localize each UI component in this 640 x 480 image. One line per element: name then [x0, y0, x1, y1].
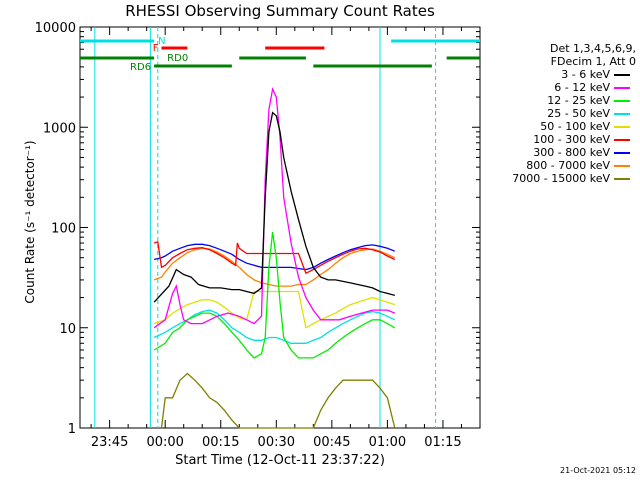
series-line-3-6-kev	[153, 111, 395, 303]
x-tick-label: 00:15	[202, 435, 239, 450]
legend-item-label: 300 - 800 keV	[533, 146, 610, 159]
y-tick-label: 1	[68, 422, 76, 437]
legend-item-label: 6 - 12 keV	[554, 81, 610, 94]
series-line-800-7000-kev	[153, 247, 396, 287]
legend-item-label: 3 - 6 keV	[561, 68, 610, 81]
legend-swatch	[614, 87, 630, 89]
series-line-300-800-kev	[153, 243, 396, 271]
legend-swatch	[614, 178, 630, 180]
legend-item-label: 7000 - 15000 keV	[512, 172, 610, 185]
flag-label-f: F	[153, 43, 159, 54]
x-axis-label: Start Time (12-Oct-11 23:37:22)	[175, 453, 385, 468]
legend-header-line-2: FDecim 1, Att 0	[550, 55, 636, 68]
legend-item: 3 - 6 keV	[486, 68, 636, 81]
legend-item: 25 - 50 keV	[486, 107, 636, 120]
series-line-6-12-kev	[153, 86, 396, 329]
legend-item: 12 - 25 keV	[486, 94, 636, 107]
x-tick-label: 01:00	[369, 435, 406, 450]
legend-item: 50 - 100 keV	[486, 120, 636, 133]
legend-header-line-1: Det 1,3,4,5,6,9,	[549, 42, 636, 55]
x-tick-label: 00:30	[258, 435, 295, 450]
legend-swatch	[614, 74, 630, 76]
series-line-100-300-kev	[153, 240, 396, 275]
y-tick-label: 100	[51, 222, 76, 237]
x-tick-label: 00:45	[313, 435, 350, 450]
legend-item-label: 800 - 7000 keV	[526, 159, 610, 172]
legend-item: 7000 - 15000 keV	[486, 172, 636, 185]
legend-swatch	[614, 100, 630, 102]
legend-item-label: 100 - 300 keV	[533, 133, 610, 146]
series-line-25-50-kev	[153, 309, 396, 344]
chart-title: RHESSI Observing Summary Count Rates	[125, 2, 435, 20]
legend-swatch	[614, 165, 630, 167]
legend: Det 1,3,4,5,6,9, FDecim 1, Att 0 3 - 6 k…	[486, 42, 636, 185]
legend-item-label: 12 - 25 keV	[547, 94, 610, 107]
legend-item: 800 - 7000 keV	[486, 159, 636, 172]
plot-frame	[79, 26, 481, 429]
x-tick-label: 00:00	[146, 435, 183, 450]
x-tick-label: 01:15	[424, 435, 461, 450]
legend-swatch	[614, 152, 630, 154]
y-tick-label: 10	[59, 322, 76, 337]
legend-item: 100 - 300 keV	[486, 133, 636, 146]
legend-item: 6 - 12 keV	[486, 81, 636, 94]
series-line-7000-15000-kev	[160, 372, 396, 429]
legend-item-label: 50 - 100 keV	[540, 120, 610, 133]
legend-swatch	[614, 139, 630, 141]
flag-label-n: N	[158, 36, 165, 47]
legend-item: 300 - 800 keV	[486, 146, 636, 159]
x-tick-label: 23:45	[91, 435, 128, 450]
series-line-12-25-kev	[153, 232, 396, 359]
y-tick-label: 10000	[35, 21, 76, 36]
y-axis-label: Count Rate (s⁻¹ detector⁻¹)	[23, 140, 37, 304]
timestamp-footer: 21-Oct-2021 05:12	[560, 466, 636, 475]
legend-item-label: 25 - 50 keV	[547, 107, 610, 120]
legend-swatch	[614, 113, 630, 115]
flag-label-rd0: RD0	[167, 53, 188, 64]
legend-swatch	[614, 126, 630, 128]
flag-label-rd6: RD6	[130, 62, 151, 73]
series-line-50-100-kev	[153, 290, 396, 329]
y-tick-label: 1000	[43, 121, 76, 136]
